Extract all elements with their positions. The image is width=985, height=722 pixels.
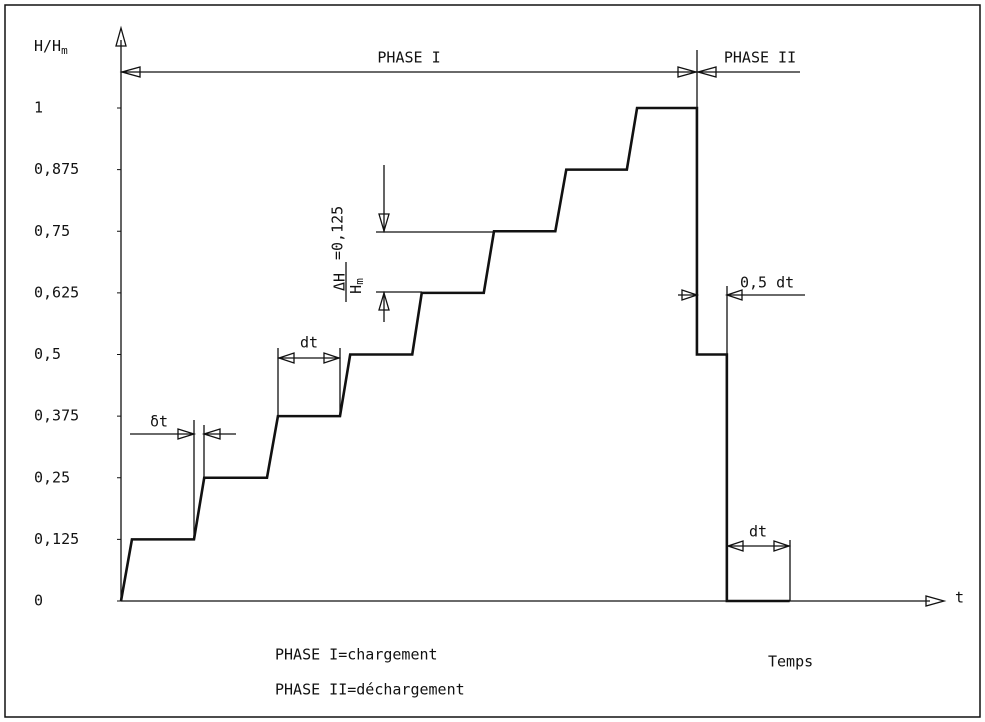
x-label: t — [955, 589, 964, 607]
arrowhead — [276, 352, 295, 364]
annotations — [115, 25, 947, 607]
arrowhead — [725, 540, 744, 552]
arrowhead — [323, 352, 342, 364]
y-label-sub: m — [61, 44, 68, 57]
delta-h-label: ΔH =0,125 Hm — [329, 206, 367, 294]
phase1-label: PHASE I — [377, 49, 440, 67]
delta-h-den-main: H — [347, 285, 365, 294]
y-tick-label: 0,875 — [34, 160, 79, 178]
y-tick-label: 0,5 — [34, 345, 61, 363]
y-label-main: H/H — [34, 37, 61, 55]
arrowhead — [773, 540, 792, 552]
arrowhead — [677, 66, 699, 78]
arrowhead — [115, 25, 127, 47]
dt-label: dt — [300, 334, 318, 352]
y-tick-label: 0,625 — [34, 283, 79, 301]
y-tick-label: 0,125 — [34, 530, 79, 548]
step-line — [119, 106, 790, 603]
frame — [4, 4, 981, 718]
arrowhead — [925, 595, 947, 607]
arrowhead — [119, 66, 141, 78]
y-tick-label: 0,375 — [34, 407, 79, 425]
phase2-label: PHASE II — [724, 49, 796, 67]
delta-h-num: ΔH — [331, 273, 349, 291]
legend-entry: PHASE I=chargement — [275, 646, 438, 664]
y-tick-label: 0,75 — [34, 222, 70, 240]
delta-h-den: Hm — [347, 278, 367, 294]
y-tick-label: 0 — [34, 592, 43, 610]
y-label: H/Hm — [34, 37, 68, 58]
arrowhead — [201, 428, 221, 440]
legend-entry: PHASE II=déchargement — [275, 681, 465, 699]
half-dt-label: 0,5 dt — [740, 274, 794, 292]
x-caption: Temps — [768, 653, 813, 671]
delta-h-value: =0,125 — [329, 206, 347, 260]
arrowhead — [378, 290, 390, 311]
delta-t-label: δt — [150, 413, 168, 431]
delta-h-den-sub: m — [353, 278, 366, 285]
y-tick-label: 1 — [34, 99, 43, 117]
dt-label: dt — [749, 523, 767, 541]
arrowhead — [724, 289, 743, 301]
arrowhead — [177, 428, 197, 440]
y-tick-label: 0,25 — [34, 468, 70, 486]
arrowhead — [378, 213, 390, 234]
arrowhead — [695, 66, 717, 78]
arrowhead — [681, 289, 700, 301]
